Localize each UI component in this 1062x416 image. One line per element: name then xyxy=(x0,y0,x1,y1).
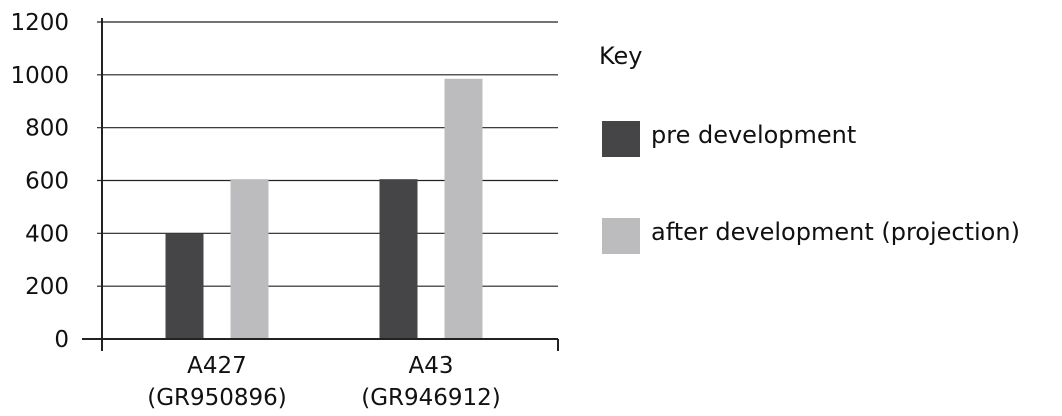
legend-swatch xyxy=(602,121,640,157)
legend-swatch xyxy=(602,218,640,254)
legend-label: after development (projection) xyxy=(651,218,1020,246)
legend-label: pre development xyxy=(651,121,856,149)
bars xyxy=(165,78,483,339)
y-tick-labels: 0 200 400 600 800 1000 1200 xyxy=(10,10,69,353)
bar xyxy=(379,179,418,339)
axes xyxy=(82,18,559,351)
x-category-label: (GR950896) xyxy=(147,385,287,411)
y-tick-label: 600 xyxy=(25,169,69,195)
bar xyxy=(444,78,483,339)
x-category-label: A43 xyxy=(408,353,453,379)
bar xyxy=(165,233,204,339)
x-category-labels: A427 (GR950896) A43 (GR946912) xyxy=(147,353,501,411)
y-tick-label: 400 xyxy=(25,221,69,247)
bar xyxy=(230,179,269,339)
x-category-label: (GR946912) xyxy=(361,385,501,411)
y-tick-label: 1200 xyxy=(10,10,69,36)
legend: Key pre development after development (pr… xyxy=(599,42,1020,254)
legend-title: Key xyxy=(599,42,643,70)
y-tick-label: 800 xyxy=(25,116,69,142)
y-tick-label: 1000 xyxy=(10,63,69,89)
y-tick-label: 200 xyxy=(25,274,69,300)
y-tick-label: 0 xyxy=(54,327,69,353)
x-category-label: A427 xyxy=(187,353,247,379)
